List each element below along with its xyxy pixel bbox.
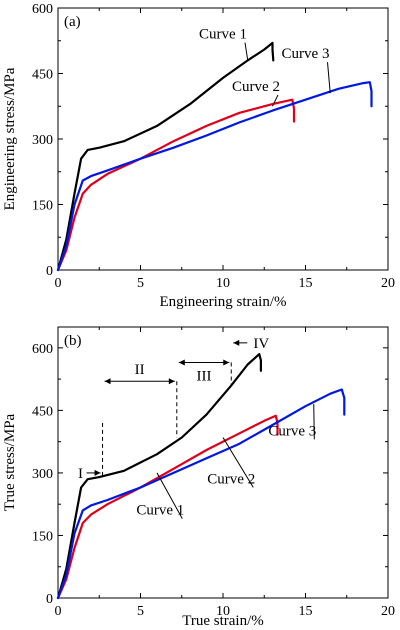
y-tick-label: 0 xyxy=(46,264,53,279)
stage-arrowhead xyxy=(94,469,101,476)
x-tick-label: 5 xyxy=(137,604,144,619)
x-tick-label: 15 xyxy=(299,604,313,619)
series-line-3 xyxy=(56,81,373,272)
x-tick-label: 10 xyxy=(216,604,230,619)
panel-a: 0 5 10 15 20 0 150 300 450 600 Engineering strain/… xyxy=(2,2,395,310)
y-tick-label: 150 xyxy=(32,529,53,544)
y-axis-label: Engineering stress/MPa xyxy=(2,67,18,210)
series-line-2 xyxy=(56,414,279,600)
panel-b: 0 5 10 15 20 0 150 300 450 600 True strain/% True s… xyxy=(2,326,395,629)
y-tick-label: 600 xyxy=(32,342,53,357)
x-tick-label: 0 xyxy=(55,604,62,619)
x-tick-label: 20 xyxy=(381,276,395,291)
y-tick-label: 450 xyxy=(32,68,53,83)
series-line-2 xyxy=(56,98,296,272)
curve-annotation: Curve 3 xyxy=(282,46,330,62)
plot-frame xyxy=(57,326,389,599)
y-tick-label: 300 xyxy=(32,467,53,482)
curve-annotation: Curve 1 xyxy=(136,503,184,519)
annotation-leader xyxy=(156,472,183,519)
y-axis-label: True stress/MPa xyxy=(2,413,18,511)
stage-arrowhead xyxy=(223,359,230,366)
x-tick-label: 5 xyxy=(137,276,144,291)
series-line-1 xyxy=(56,41,275,272)
annotation-leader xyxy=(272,94,279,107)
x-axis-label: True strain/% xyxy=(182,613,264,629)
panel-label: (b) xyxy=(64,333,82,349)
x-axis-label: Engineering strain/% xyxy=(159,294,286,310)
y-tick-label: 150 xyxy=(32,199,53,214)
curve-annotation: Curve 1 xyxy=(199,27,247,43)
x-tick-label: 0 xyxy=(55,276,62,291)
series-line-3 xyxy=(56,388,346,600)
panel-label: (a) xyxy=(64,14,81,30)
stage-arrowhead xyxy=(178,359,185,366)
annotation-leader xyxy=(222,437,254,488)
stage-label: IV xyxy=(253,336,269,352)
stage-label: III xyxy=(197,368,212,384)
x-tick-label: 20 xyxy=(381,604,395,619)
y-tick-label: 450 xyxy=(32,404,53,419)
stage-arrowhead xyxy=(233,339,240,346)
stage-arrowhead xyxy=(168,378,175,385)
curve-annotation: Curve 2 xyxy=(207,471,255,487)
x-tick-label: 15 xyxy=(299,276,313,291)
stage-arrowhead xyxy=(104,378,111,385)
plot-frame xyxy=(57,7,389,271)
y-tick-label: 300 xyxy=(32,133,53,148)
stage-label: I xyxy=(78,466,83,482)
stage-label: II xyxy=(135,362,145,378)
annotation-leader xyxy=(244,42,249,61)
y-tick-label: 0 xyxy=(46,592,53,607)
curve-annotation: Curve 3 xyxy=(268,423,316,439)
series-line-1 xyxy=(56,353,262,600)
y-tick-label: 600 xyxy=(32,2,53,17)
curve-annotation: Curve 2 xyxy=(232,79,280,95)
annotation-leader xyxy=(327,62,331,94)
annotation-leader xyxy=(313,404,315,440)
x-tick-label: 10 xyxy=(216,276,230,291)
